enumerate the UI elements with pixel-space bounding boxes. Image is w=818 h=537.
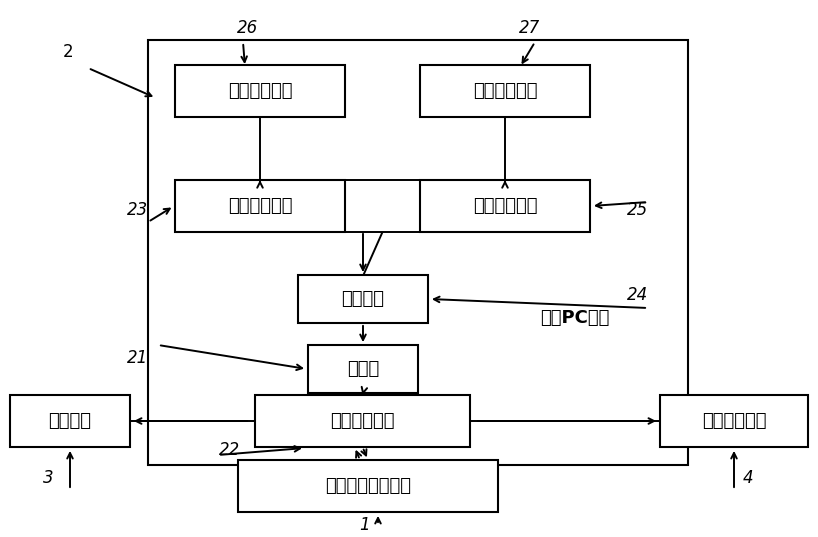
Bar bbox=[10, 395, 130, 447]
Text: 数据恢复模块: 数据恢复模块 bbox=[227, 197, 292, 215]
Text: 21: 21 bbox=[128, 349, 149, 367]
Text: 控制PC终端: 控制PC终端 bbox=[541, 309, 609, 327]
Text: 1: 1 bbox=[360, 516, 371, 534]
Text: 23: 23 bbox=[128, 201, 149, 219]
Text: 处理器: 处理器 bbox=[347, 360, 379, 378]
Text: 2: 2 bbox=[63, 43, 74, 61]
Text: 26: 26 bbox=[237, 19, 258, 37]
Text: 备份存储模块: 备份存储模块 bbox=[227, 82, 292, 100]
Text: 信息存储模块: 信息存储模块 bbox=[473, 82, 537, 100]
Text: 计算模块: 计算模块 bbox=[341, 290, 384, 308]
Bar bbox=[238, 460, 498, 512]
Text: 25: 25 bbox=[627, 201, 649, 219]
Bar bbox=[255, 395, 470, 447]
Text: 4: 4 bbox=[743, 469, 753, 487]
Bar bbox=[175, 65, 345, 117]
Text: 27: 27 bbox=[519, 19, 541, 37]
Text: 24: 24 bbox=[627, 286, 649, 304]
Text: 信息比对模块: 信息比对模块 bbox=[473, 197, 537, 215]
Bar bbox=[298, 275, 428, 323]
Text: 等差式流量计本体: 等差式流量计本体 bbox=[325, 477, 411, 495]
Bar bbox=[420, 65, 590, 117]
Bar bbox=[420, 180, 590, 232]
Text: 远程控制终端: 远程控制终端 bbox=[702, 412, 766, 430]
Text: 3: 3 bbox=[43, 469, 53, 487]
Bar bbox=[175, 180, 345, 232]
Text: 22: 22 bbox=[219, 441, 240, 459]
Text: 复检终端: 复检终端 bbox=[48, 412, 92, 430]
Text: 信号收发模块: 信号收发模块 bbox=[330, 412, 395, 430]
Bar bbox=[148, 40, 688, 465]
Bar bbox=[308, 345, 418, 393]
Bar bbox=[660, 395, 808, 447]
